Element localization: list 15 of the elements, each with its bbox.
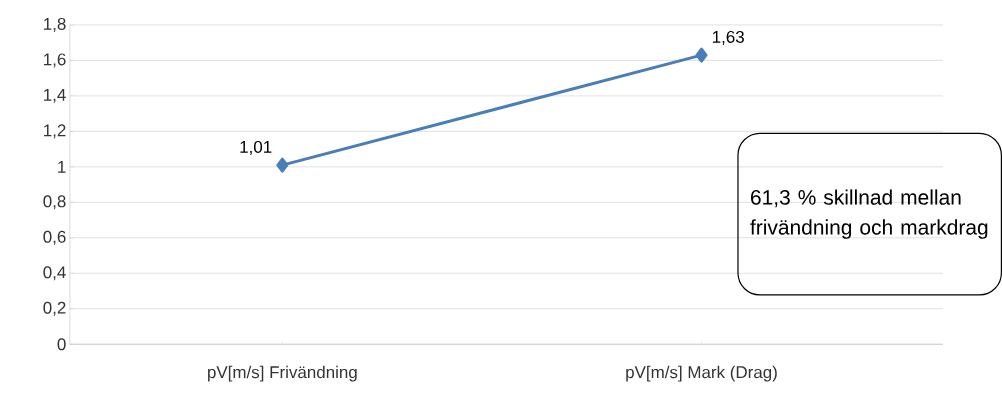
y-tick-label: 0,2 bbox=[43, 301, 66, 316]
y-tick-label: 1,6 bbox=[44, 53, 66, 68]
y-tick-label: 1,4 bbox=[44, 88, 66, 103]
y-tick-label: 0,6 bbox=[43, 230, 66, 245]
y-tick-label: 0,4 bbox=[43, 266, 66, 281]
annotation: 61,3 % skillnad mellan frivändning och markdrag bbox=[750, 189, 988, 239]
data-label: 1,63 bbox=[712, 30, 744, 45]
y-tick-label: 0 bbox=[57, 338, 66, 351]
y-tick-label: 1 bbox=[58, 160, 66, 173]
y-tick-label: 0,8 bbox=[43, 195, 66, 210]
data-label: 1,01 bbox=[240, 140, 272, 155]
x-tick-label: pV[m/s] Frivändning bbox=[208, 365, 357, 382]
y-tick-label: 1,2 bbox=[44, 124, 66, 139]
x-tick-label: pV[m/s] Mark (Drag) bbox=[626, 365, 777, 382]
y-tick-label: 1,8 bbox=[44, 17, 66, 32]
